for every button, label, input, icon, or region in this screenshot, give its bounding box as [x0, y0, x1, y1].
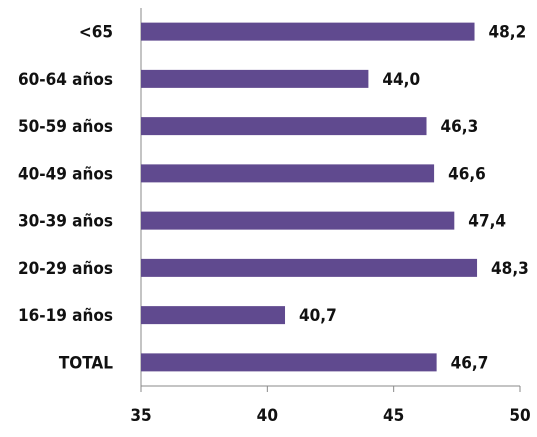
x-tick-label: 35 [130, 406, 151, 426]
y-tick-label: 20-29 años [18, 259, 113, 279]
bar [141, 164, 435, 183]
data-label: 48,3 [491, 259, 529, 279]
y-tick-label: 60-64 años [18, 70, 113, 90]
y-tick-label: TOTAL [59, 353, 113, 373]
x-tick-label: 40 [257, 406, 278, 426]
data-label: 46,7 [451, 353, 489, 373]
data-label: 44,0 [382, 70, 420, 90]
bar [141, 117, 427, 136]
bar [141, 258, 478, 277]
x-tick-label: 50 [509, 406, 530, 426]
data-label: 48,2 [489, 23, 527, 43]
y-tick-label: 16-19 años [18, 306, 113, 326]
y-tick-label: 30-39 años [18, 212, 113, 232]
data-label: 46,3 [441, 117, 479, 137]
bar [141, 69, 369, 88]
x-tick-label: 45 [383, 406, 404, 426]
y-tick-label: 50-59 años [18, 117, 113, 137]
y-tick-label: <65 [79, 23, 113, 43]
data-label: 47,4 [468, 212, 506, 232]
bar [141, 211, 455, 230]
data-label: 46,6 [448, 164, 486, 184]
bar [141, 306, 286, 325]
bar [141, 353, 437, 372]
bar [141, 22, 475, 41]
y-tick-label: 40-49 años [18, 164, 113, 184]
data-label: 40,7 [299, 306, 337, 326]
